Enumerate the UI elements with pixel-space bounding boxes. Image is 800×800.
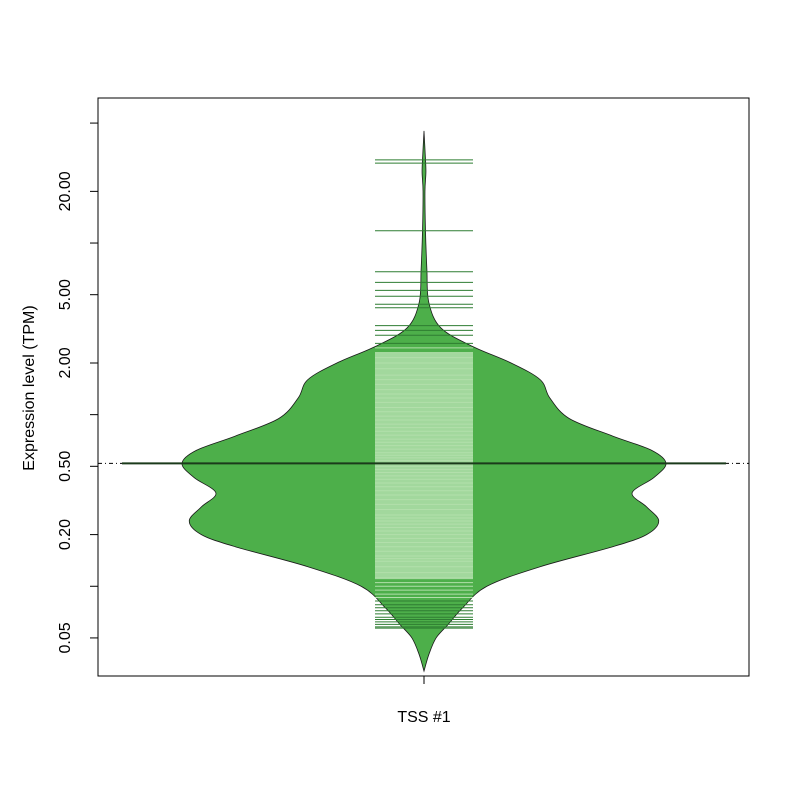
y-tick-label: 2.00 <box>57 347 74 378</box>
y-tick-label: 0.20 <box>57 519 74 550</box>
y-tick-label: 0.05 <box>57 622 74 653</box>
x-axis: TSS #1 <box>397 676 451 726</box>
bean-lines-layer <box>375 159 473 629</box>
y-tick-label: 0.50 <box>57 451 74 482</box>
y-axis-title: Expression level (TPM) <box>21 305 38 470</box>
x-category-label: TSS #1 <box>397 709 450 726</box>
y-tick-label: 20.00 <box>57 171 74 211</box>
y-tick-label: 5.00 <box>57 279 74 310</box>
y-axis: 0.05 0.20 0.50 2.00 5.00 20.00 <box>57 122 98 653</box>
